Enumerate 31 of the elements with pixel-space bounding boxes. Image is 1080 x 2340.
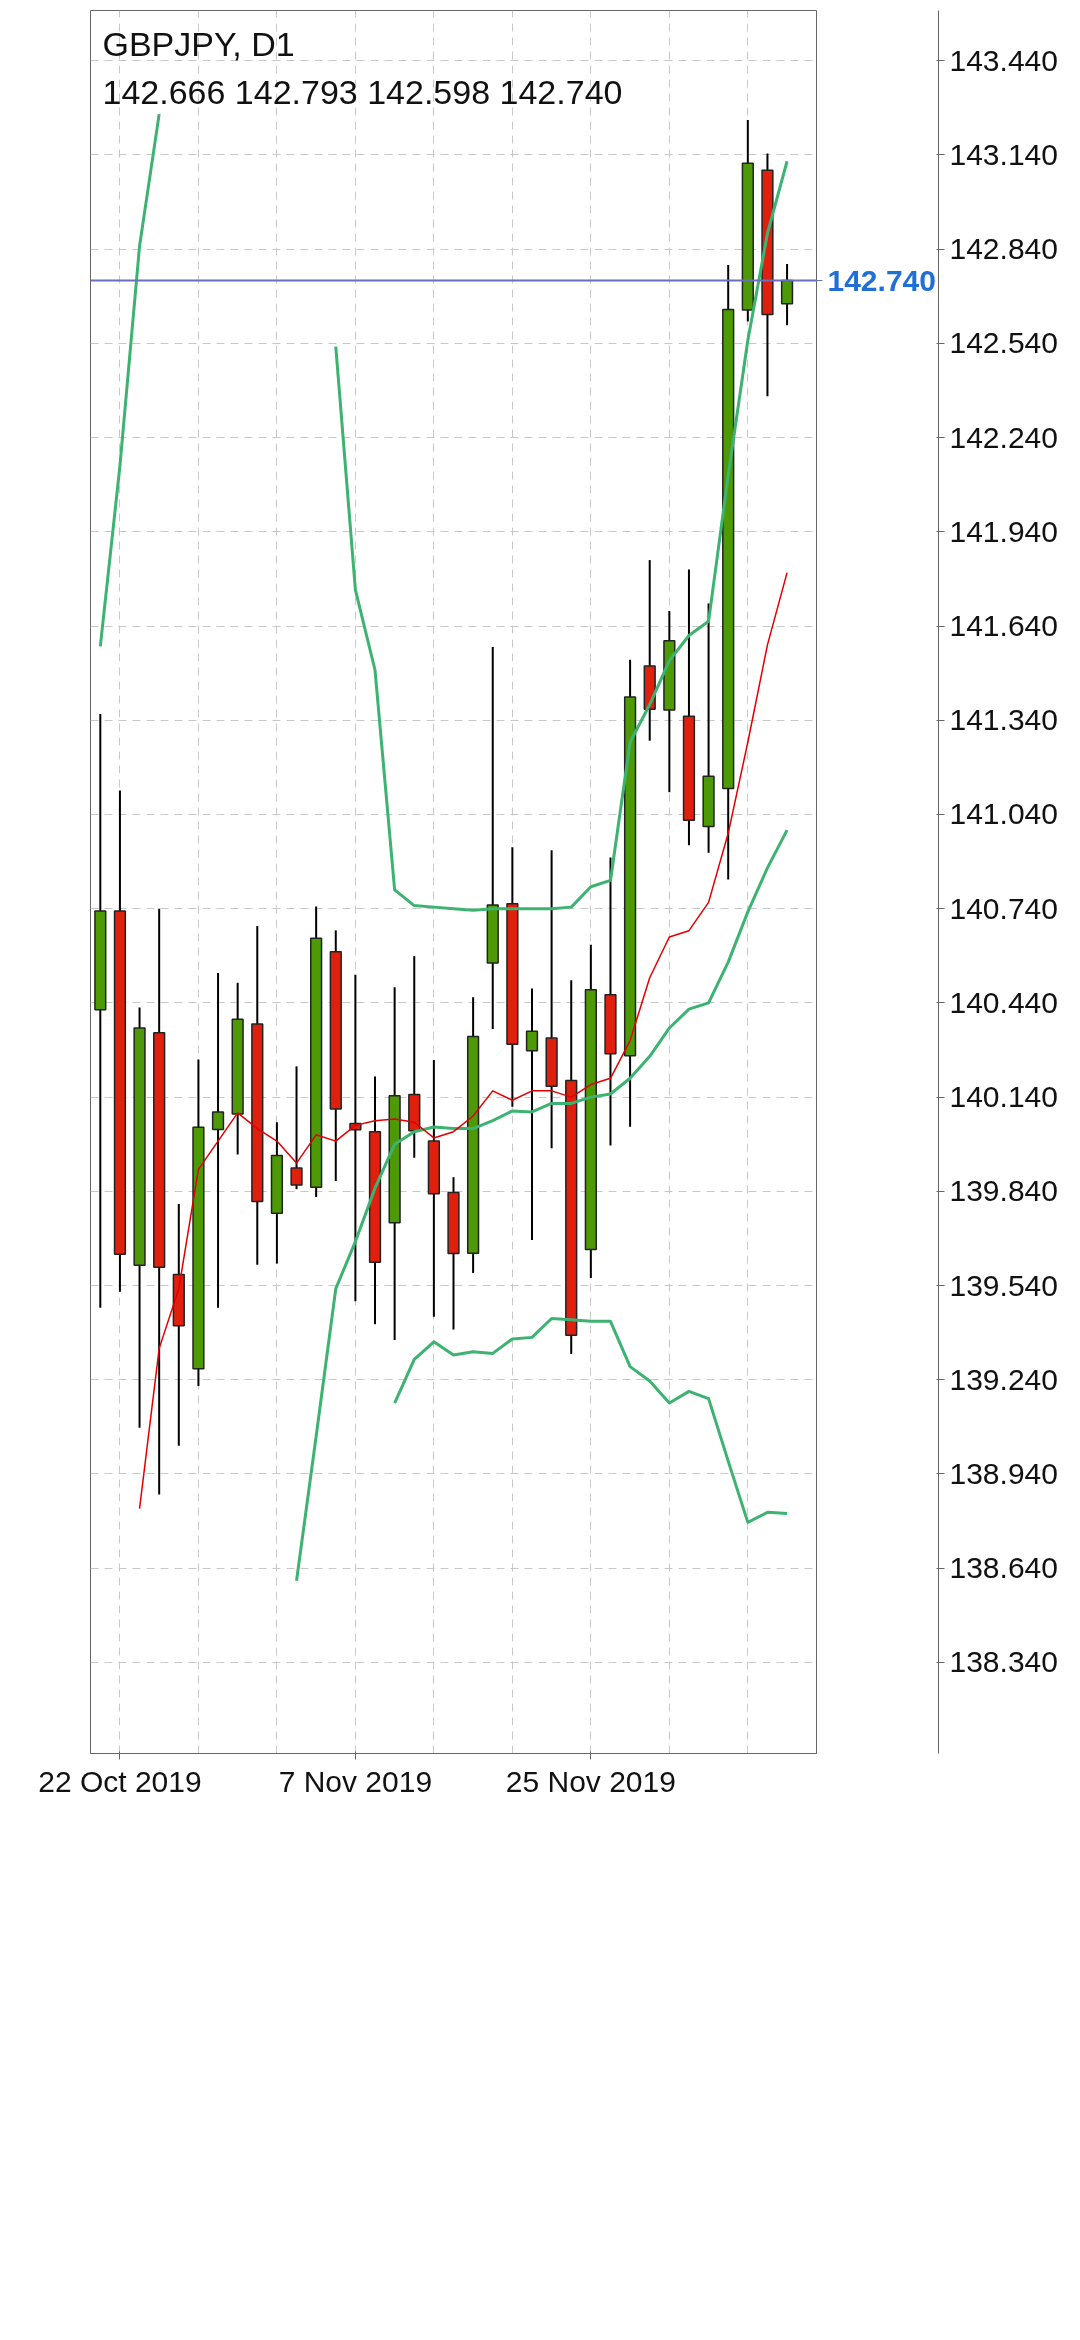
line-series [295, 828, 789, 1583]
y-tick-label: 140.740 [949, 891, 1058, 925]
candlestick [211, 972, 225, 1309]
x-tick-label: 25 Nov 2019 [505, 1764, 676, 1798]
y-tick-label: 143.140 [949, 137, 1058, 171]
y-tick-label: 140.140 [949, 1080, 1058, 1114]
chart-title: GBPJPY, D1 [102, 24, 295, 63]
candlestick [780, 262, 794, 327]
y-tick-label: 139.840 [949, 1174, 1058, 1208]
y-tick-label: 138.640 [949, 1551, 1058, 1585]
y-tick-label: 141.640 [949, 609, 1058, 643]
y-tick-label: 142.240 [949, 420, 1058, 454]
ref-line-label: 142.740 [827, 263, 936, 297]
y-tick-label: 139.540 [949, 1268, 1058, 1302]
y-tick-label: 141.040 [949, 797, 1058, 831]
candlestick [290, 1065, 303, 1191]
text: 142.666 142.793 142.598 142.740 [102, 72, 623, 111]
x-tick-label: 7 Nov 2019 [278, 1764, 433, 1798]
candlestick [525, 987, 539, 1242]
line-series [138, 571, 788, 1510]
x-tick-label: 22 Oct 2019 [38, 1764, 202, 1798]
y-tick-label: 141.940 [949, 514, 1058, 548]
y-tick-label: 142.840 [949, 232, 1058, 266]
line-series [393, 1317, 789, 1524]
y-tick-label: 141.340 [949, 703, 1058, 737]
y-tick-label: 138.340 [949, 1645, 1058, 1679]
y-tick-label: 143.440 [949, 43, 1058, 77]
y-tick-label: 139.240 [949, 1362, 1058, 1396]
y-tick-label: 140.440 [949, 985, 1058, 1019]
y-tick-label: 142.540 [949, 326, 1058, 360]
y-tick-label: 138.940 [949, 1456, 1058, 1490]
